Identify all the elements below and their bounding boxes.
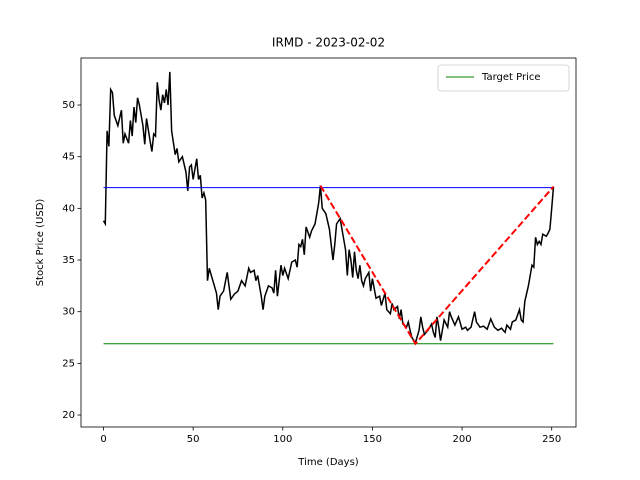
x-tick-label: 0 — [100, 434, 106, 445]
legend-box — [437, 64, 570, 92]
y-tick-label: 25 — [62, 358, 75, 369]
price-line — [102, 71, 555, 345]
y-tick-label: 45 — [62, 152, 75, 163]
pattern-line — [319, 185, 555, 346]
y-tick-label: 40 — [62, 203, 75, 214]
plot-frame — [80, 57, 577, 428]
y-axis-label: Stock Price (USD) — [35, 199, 46, 287]
x-tick-label: 250 — [542, 434, 561, 445]
x-tick-label: 50 — [187, 434, 200, 445]
plot-area — [102, 71, 555, 346]
x-tick-label: 150 — [363, 434, 382, 445]
y-tick-label: 30 — [62, 307, 75, 318]
legend-label: Target Price — [481, 72, 541, 83]
x-axis-label: Time (Days) — [297, 457, 359, 468]
y-tick-label: 20 — [62, 410, 75, 421]
x-tick-label: 100 — [273, 434, 292, 445]
y-tick-label: 35 — [62, 255, 75, 266]
x-tick-label: 200 — [453, 434, 472, 445]
y-tick-label: 50 — [62, 100, 75, 111]
chart-title: IRMD - 2023-02-02 — [272, 36, 385, 50]
